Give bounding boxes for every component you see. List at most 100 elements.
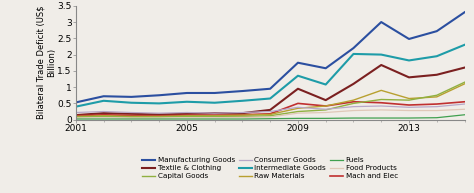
Mach and Elec [101,114,107,116]
Intermediate Goods [378,53,384,56]
Textile & Clothing [378,64,384,66]
Fuels [239,118,245,120]
Capital Goods [295,110,301,113]
Manufacturing Goods [267,88,273,90]
Intermediate Goods [239,100,245,102]
Line: Textile & Clothing: Textile & Clothing [76,65,465,115]
Consumer Goods [378,105,384,107]
Fuels [434,117,439,119]
Capital Goods [267,115,273,117]
Capital Goods [378,98,384,101]
Food Products [378,109,384,111]
Raw Materials [295,107,301,109]
Consumer Goods [267,110,273,113]
Food Products [184,117,190,119]
Line: Raw Materials: Raw Materials [76,84,465,116]
Mach and Elec [406,104,412,106]
Textile & Clothing [295,88,301,90]
Consumer Goods [323,108,328,110]
Raw Materials [239,114,245,116]
Mach and Elec [184,114,190,116]
Raw Materials [406,97,412,100]
Fuels [323,117,328,119]
Line: Food Products: Food Products [76,109,465,118]
Consumer Goods [351,106,356,108]
Mach and Elec [156,115,162,117]
Intermediate Goods [156,102,162,105]
Capital Goods [406,99,412,101]
Consumer Goods [184,111,190,114]
Textile & Clothing [128,113,134,115]
Intermediate Goods [351,53,356,55]
Manufacturing Goods [101,95,107,97]
Mach and Elec [295,102,301,105]
Raw Materials [156,115,162,118]
Food Products [73,117,79,119]
Manufacturing Goods [73,101,79,104]
Consumer Goods [101,110,107,113]
Raw Materials [462,83,467,85]
Fuels [212,118,218,120]
Fuels [351,117,356,119]
Textile & Clothing [434,74,439,76]
Food Products [128,117,134,119]
Textile & Clothing [101,112,107,114]
Consumer Goods [295,106,301,108]
Raw Materials [378,89,384,91]
Textile & Clothing [323,99,328,101]
Textile & Clothing [462,66,467,69]
Mach and Elec [323,105,328,107]
Manufacturing Goods [239,90,245,92]
Mach and Elec [434,103,439,105]
Mach and Elec [239,114,245,116]
Manufacturing Goods [156,94,162,96]
Raw Materials [351,99,356,101]
Capital Goods [101,115,107,118]
Fuels [378,117,384,119]
Food Products [434,109,439,112]
Capital Goods [73,116,79,118]
Food Products [156,117,162,119]
Textile & Clothing [239,112,245,114]
Raw Materials [128,115,134,118]
Food Products [462,108,467,110]
Textile & Clothing [267,109,273,111]
Consumer Goods [128,111,134,114]
Consumer Goods [239,111,245,114]
Food Products [239,116,245,119]
Manufacturing Goods [462,11,467,14]
Intermediate Goods [323,83,328,86]
Textile & Clothing [184,113,190,115]
Fuels [406,117,412,119]
Food Products [406,109,412,112]
Fuels [156,118,162,120]
Intermediate Goods [128,102,134,104]
Fuels [267,118,273,120]
Raw Materials [267,113,273,116]
Food Products [267,116,273,118]
Food Products [212,117,218,119]
Capital Goods [462,81,467,83]
Intermediate Goods [101,100,107,102]
Consumer Goods [462,103,467,105]
Manufacturing Goods [378,21,384,23]
Intermediate Goods [212,102,218,104]
Textile & Clothing [406,76,412,79]
Manufacturing Goods [184,92,190,94]
Food Products [101,117,107,119]
Intermediate Goods [434,55,439,57]
Capital Goods [156,116,162,118]
Mach and Elec [378,102,384,104]
Intermediate Goods [73,106,79,108]
Fuels [184,118,190,120]
Line: Mach and Elec: Mach and Elec [76,102,465,116]
Raw Materials [73,115,79,118]
Capital Goods [239,115,245,118]
Raw Materials [212,115,218,117]
Consumer Goods [406,106,412,108]
Capital Goods [184,115,190,118]
Raw Materials [323,105,328,107]
Legend: Manufacturing Goods, Textile & Clothing, Capital Goods, Consumer Goods, Intermed: Manufacturing Goods, Textile & Clothing,… [143,157,398,179]
Consumer Goods [156,112,162,114]
Capital Goods [434,94,439,96]
